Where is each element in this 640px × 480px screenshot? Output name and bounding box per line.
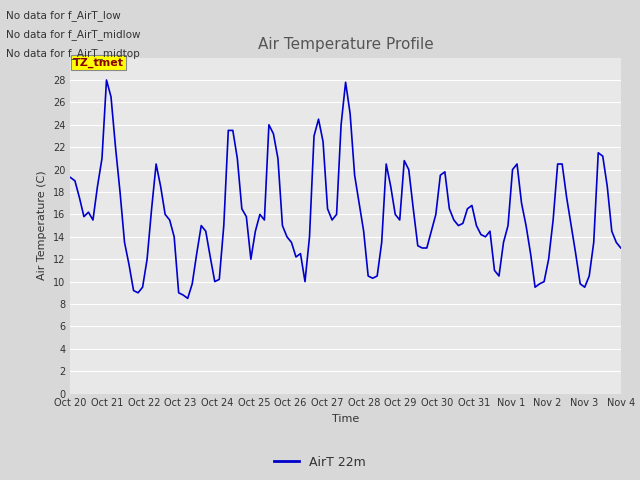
Text: No data for f_AirT_midtop: No data for f_AirT_midtop [6,48,140,59]
Legend: AirT 22m: AirT 22m [269,451,371,474]
Text: No data for f_AirT_low: No data for f_AirT_low [6,10,121,21]
X-axis label: Time: Time [332,414,359,424]
Title: Air Temperature Profile: Air Temperature Profile [258,37,433,52]
Text: TZ_tmet: TZ_tmet [73,58,124,68]
Text: No data for f_AirT_midlow: No data for f_AirT_midlow [6,29,141,40]
Y-axis label: Air Temperature (C): Air Temperature (C) [38,171,47,280]
